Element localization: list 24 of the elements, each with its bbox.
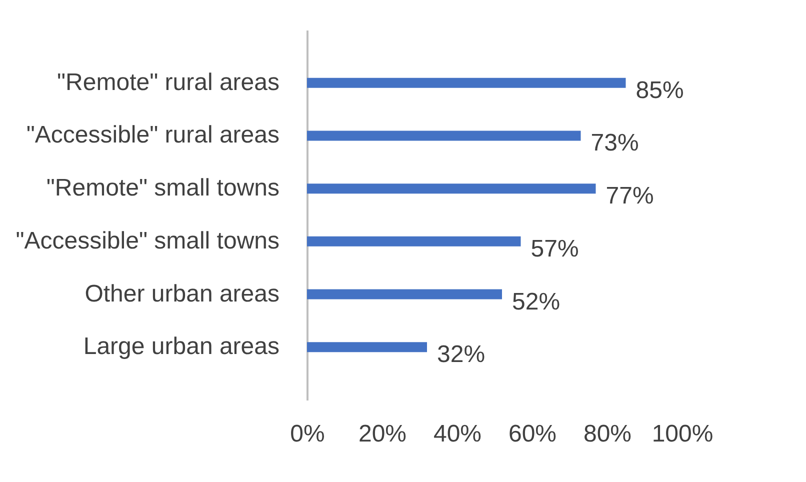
- bar: [307, 184, 596, 194]
- bar: [307, 236, 521, 246]
- y-tick-label: "Remote" small towns: [46, 174, 280, 202]
- x-tick-label: 80%: [583, 420, 632, 448]
- data-label: 73%: [590, 130, 639, 157]
- bar: [307, 289, 502, 300]
- bar: [307, 78, 626, 88]
- y-tick-label: "Accessible" rural areas: [26, 122, 280, 149]
- y-tick-label: Large urban areas: [83, 333, 280, 360]
- x-tick-label: 100%: [652, 420, 714, 448]
- x-tick-label: 0%: [290, 420, 325, 448]
- data-label: 52%: [512, 288, 560, 316]
- bar: [307, 130, 581, 141]
- bar: [307, 342, 427, 352]
- x-tick-label: 20%: [358, 420, 407, 448]
- data-label: 85%: [636, 76, 684, 104]
- data-label: 77%: [606, 182, 654, 210]
- x-tick-label: 40%: [433, 420, 482, 448]
- x-tick-label: 60%: [508, 420, 557, 448]
- data-label: 32%: [437, 341, 486, 368]
- y-tick-label: Other urban areas: [84, 280, 280, 308]
- y-tick-label: "Remote" rural areas: [57, 68, 280, 96]
- data-label: 57%: [530, 235, 579, 262]
- y-tick-label: "Accessible" small towns: [16, 227, 280, 254]
